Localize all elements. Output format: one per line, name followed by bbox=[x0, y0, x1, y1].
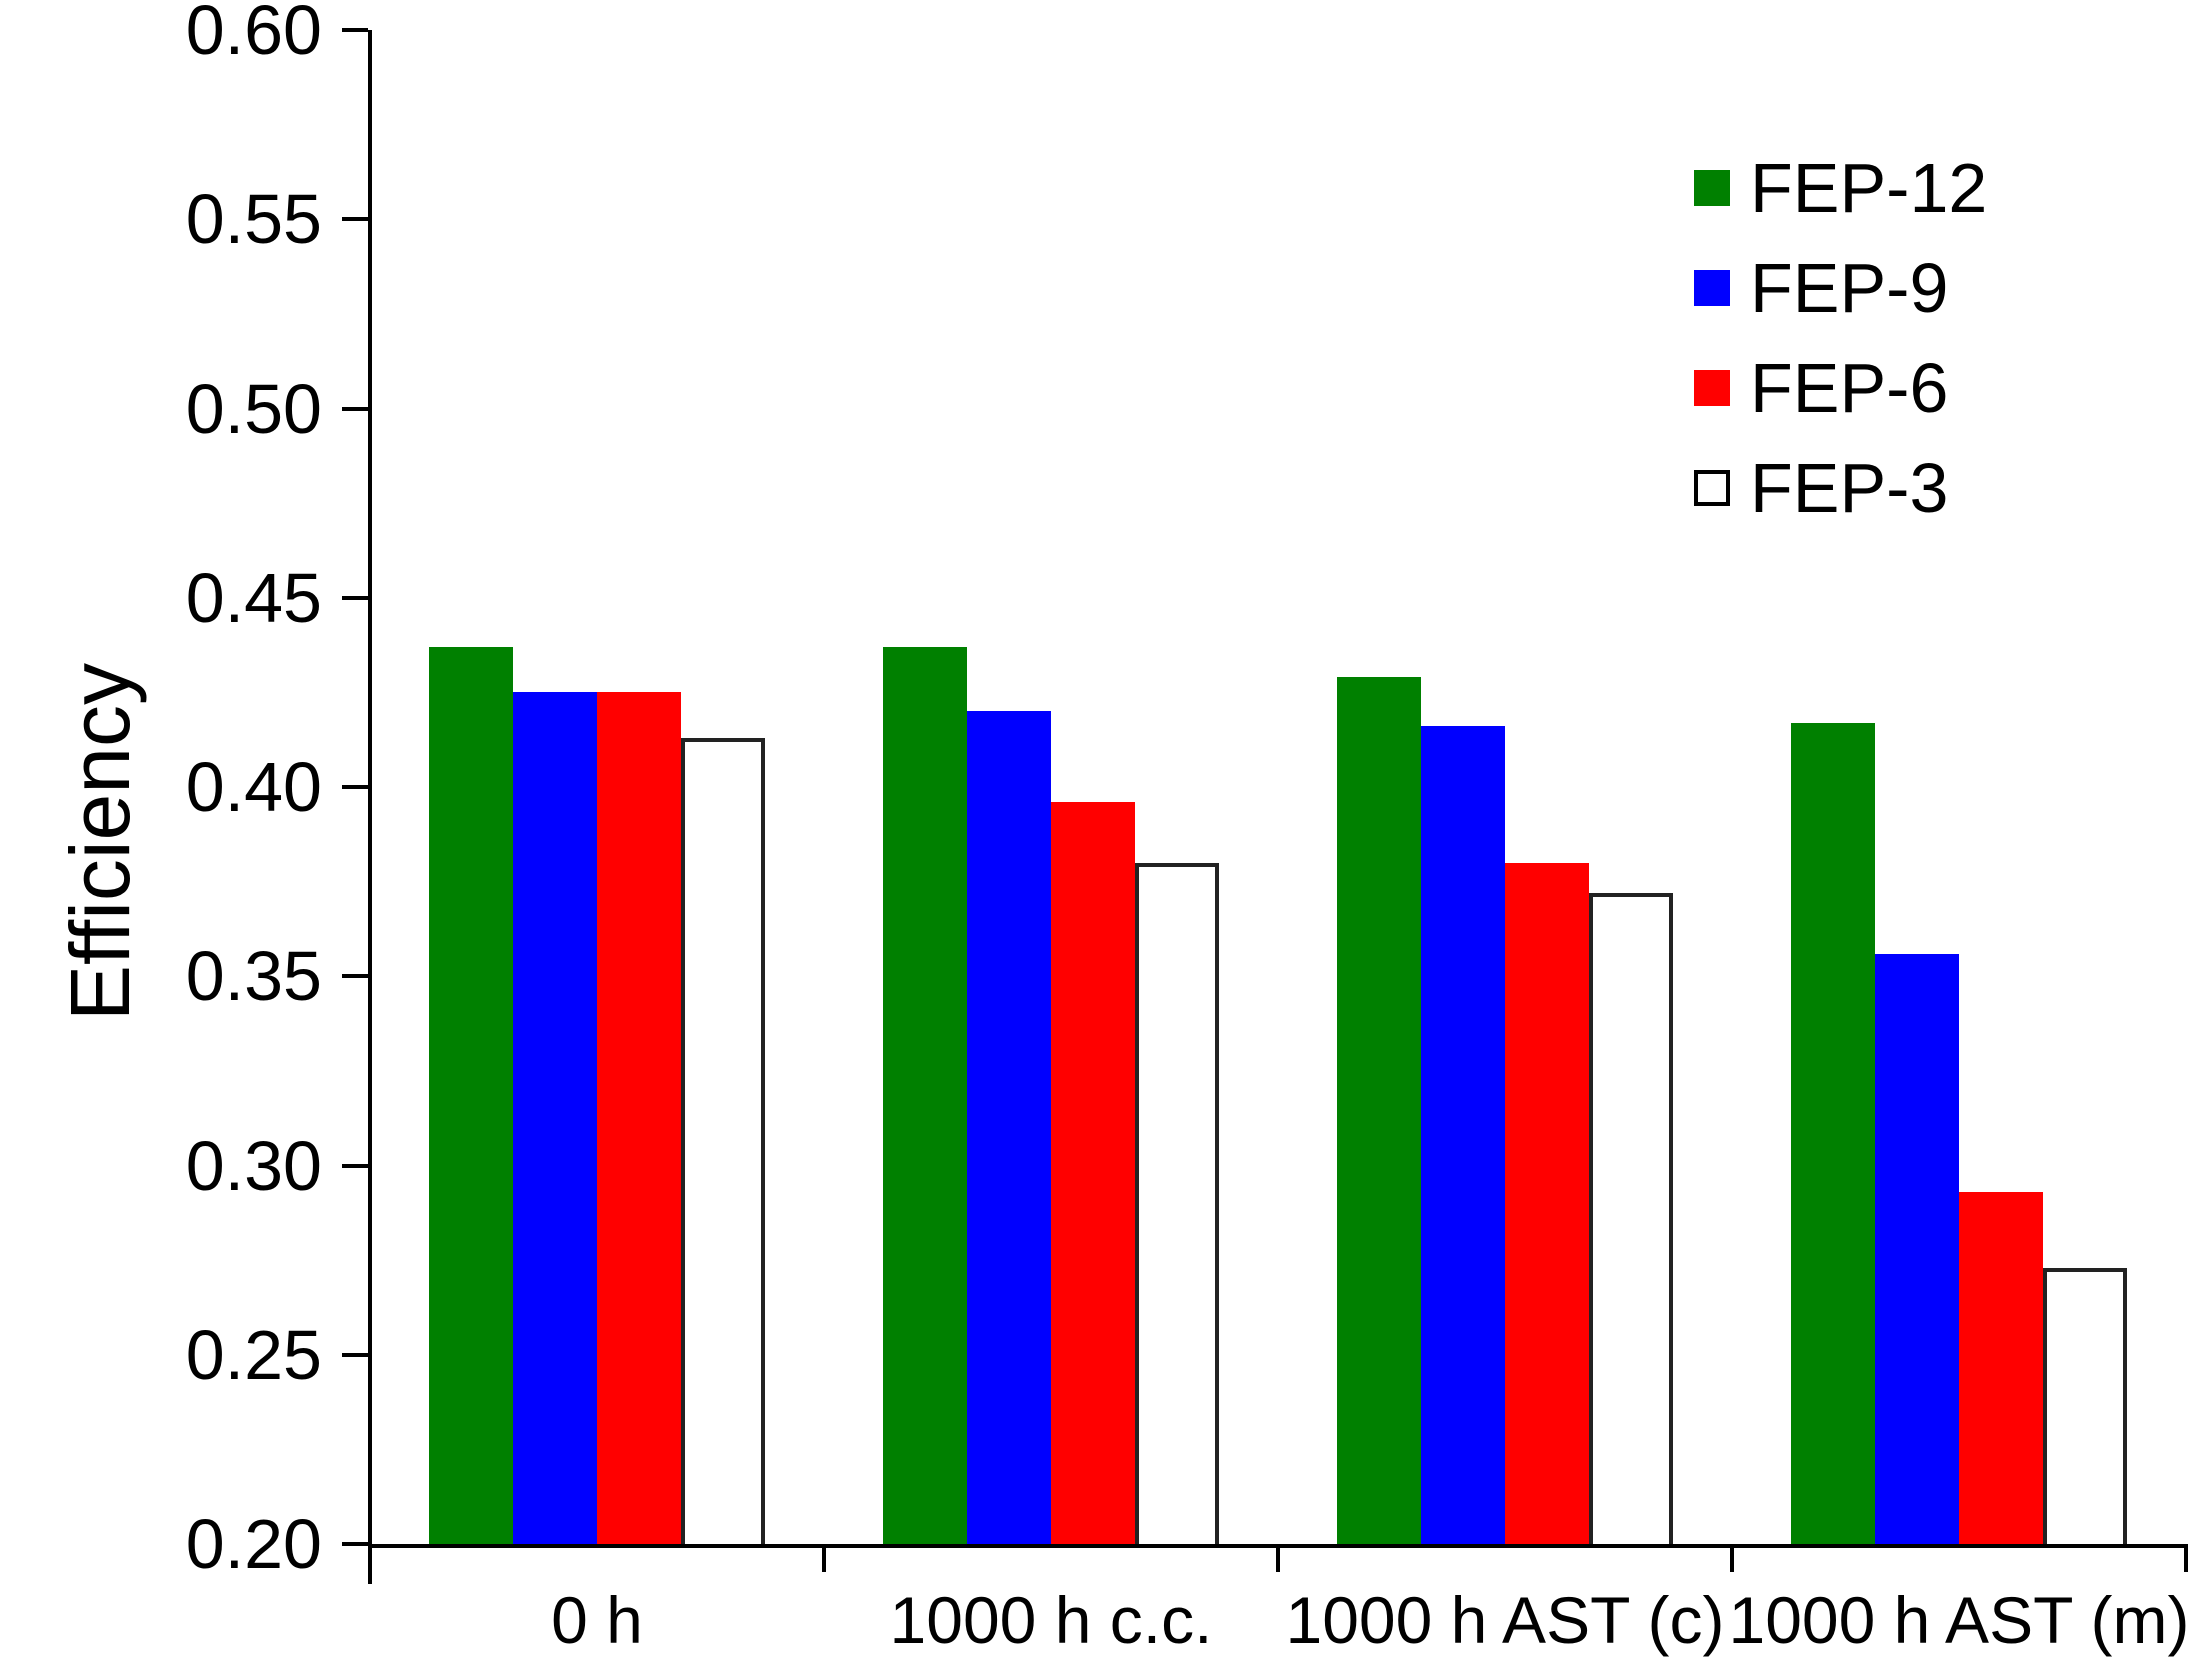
bar-fep-3-group3 bbox=[1589, 892, 1673, 1548]
x-tick-label: 1000 h AST (c) bbox=[1285, 1583, 1725, 1657]
bar-fep-6-group3 bbox=[1505, 862, 1589, 1548]
legend-label: FEP-3 bbox=[1750, 449, 1949, 527]
y-tick-label: 0.30 bbox=[185, 1126, 322, 1205]
legend-item: FEP-9 bbox=[1694, 238, 1987, 338]
y-tick-mark bbox=[342, 1542, 368, 1546]
x-tick-mark bbox=[2184, 1546, 2188, 1572]
bar-fep-9-group3 bbox=[1421, 726, 1505, 1548]
legend-label: FEP-9 bbox=[1750, 249, 1949, 327]
y-tick-mark bbox=[342, 406, 368, 411]
y-tick-label: 0.45 bbox=[185, 558, 322, 637]
legend: FEP-12 FEP-9 FEP-6 FEP-3 bbox=[1694, 138, 1987, 538]
y-tick-mark bbox=[342, 1163, 368, 1168]
legend-swatch bbox=[1694, 370, 1730, 406]
bar-fep-6-group1 bbox=[597, 692, 681, 1548]
y-axis-title: Efficiency bbox=[53, 663, 147, 1021]
y-tick-mark bbox=[342, 595, 368, 600]
y-tick-mark bbox=[342, 217, 368, 222]
bar-fep-12-group2 bbox=[883, 646, 967, 1548]
bar-fep-12-group3 bbox=[1337, 677, 1421, 1548]
y-tick-mark bbox=[342, 1352, 368, 1357]
bar-fep-6-group2 bbox=[1051, 802, 1135, 1548]
y-axis-line bbox=[368, 30, 372, 1584]
bar-fep-9-group2 bbox=[967, 711, 1051, 1548]
x-tick-mark bbox=[1730, 1546, 1734, 1572]
x-tick-mark bbox=[822, 1546, 826, 1572]
x-tick-mark bbox=[1276, 1546, 1280, 1572]
legend-item: FEP-3 bbox=[1694, 438, 1987, 538]
legend-swatch bbox=[1694, 470, 1730, 506]
legend-label: FEP-12 bbox=[1750, 149, 1988, 227]
y-tick-label: 0.40 bbox=[185, 748, 322, 826]
bar-fep-3-group1 bbox=[681, 737, 765, 1548]
legend-item: FEP-6 bbox=[1694, 338, 1987, 438]
bar-fep-6-group4 bbox=[1959, 1191, 2043, 1548]
legend-label: FEP-6 bbox=[1750, 349, 1949, 427]
bar-fep-3-group2 bbox=[1135, 862, 1219, 1548]
y-tick-label: 0.55 bbox=[185, 180, 322, 259]
legend-swatch bbox=[1694, 170, 1730, 206]
x-tick-label: 1000 h AST (m) bbox=[1728, 1583, 2190, 1657]
x-axis-line bbox=[368, 1544, 2188, 1548]
bar-fep-12-group4 bbox=[1791, 722, 1875, 1548]
x-tick-label: 0 h bbox=[551, 1583, 643, 1657]
y-tick-label: 0.50 bbox=[185, 369, 322, 448]
legend-item: FEP-12 bbox=[1694, 138, 1987, 238]
y-tick-mark bbox=[342, 785, 368, 789]
y-tick-label: 0.60 bbox=[185, 0, 322, 69]
bar-fep-9-group4 bbox=[1875, 953, 1959, 1548]
legend-swatch bbox=[1694, 270, 1730, 306]
y-tick-mark bbox=[342, 974, 368, 979]
bar-fep-12-group1 bbox=[429, 646, 513, 1548]
y-tick-label: 0.20 bbox=[185, 1505, 322, 1583]
y-tick-label: 0.35 bbox=[185, 937, 322, 1016]
bar-fep-3-group4 bbox=[2043, 1267, 2127, 1548]
x-tick-label: 1000 h c.c. bbox=[889, 1583, 1213, 1657]
bar-fep-9-group1 bbox=[513, 692, 597, 1548]
y-tick-label: 0.25 bbox=[185, 1315, 322, 1394]
y-tick-mark bbox=[342, 28, 368, 32]
